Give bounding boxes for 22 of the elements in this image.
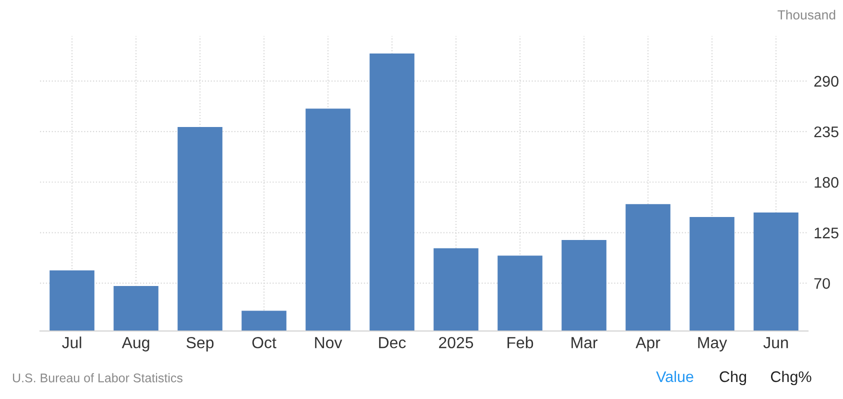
x-tick-label: Oct: [252, 336, 276, 348]
x-tick-label: Feb: [508, 336, 534, 348]
text: Chg: [720, 370, 746, 386]
y-tick-label: 180: [814, 176, 838, 188]
x-tick-label: Jun: [763, 337, 788, 348]
y-axis-title: Thousand: [778, 10, 836, 20]
x-tick-label: Jul: [62, 336, 82, 348]
y-tick-label: 235: [814, 126, 838, 138]
x-tick-label: May: [698, 337, 728, 352]
y-tick-label: 290: [814, 76, 838, 87]
text: U.S. Bureau of Labor Statistics: [12, 373, 182, 382]
x-tick-label: Dec: [379, 337, 406, 348]
text: Chg%: [770, 370, 812, 386]
x-tick-label: 2025: [439, 336, 474, 348]
x-tick-label: Nov: [315, 337, 342, 348]
x-tick-label: Sep: [186, 336, 214, 352]
x-tick-label: Mar: [572, 337, 598, 348]
text: Value: [656, 370, 694, 382]
x-tick-label: Aug: [122, 337, 150, 352]
y-tick-label: 70: [814, 278, 830, 289]
x-tick-label: Apr: [636, 337, 660, 352]
y-tick-label: 125: [814, 228, 838, 238]
